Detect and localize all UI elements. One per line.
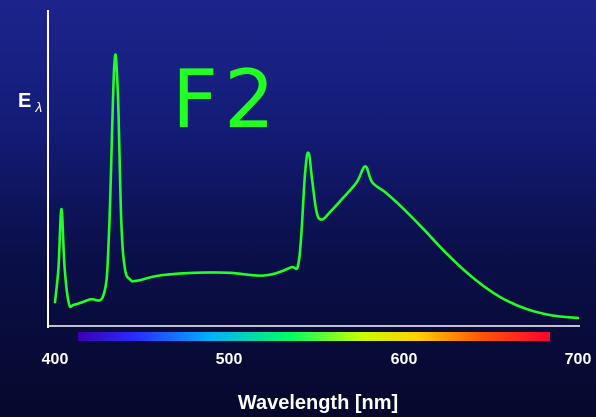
spectrum-series-line bbox=[53, 53, 580, 320]
x-axis-label: Wavelength [nm] bbox=[237, 392, 399, 414]
spectrum-bar bbox=[78, 332, 550, 341]
x-tick-label: 400 bbox=[41, 351, 69, 368]
chart-title: F2 bbox=[172, 53, 281, 146]
x-tick-label: 500 bbox=[215, 351, 243, 368]
x-tick-label: 700 bbox=[564, 351, 592, 368]
x-tick-label: 600 bbox=[390, 351, 418, 368]
y-axis-label-subscript: λ bbox=[35, 99, 43, 115]
